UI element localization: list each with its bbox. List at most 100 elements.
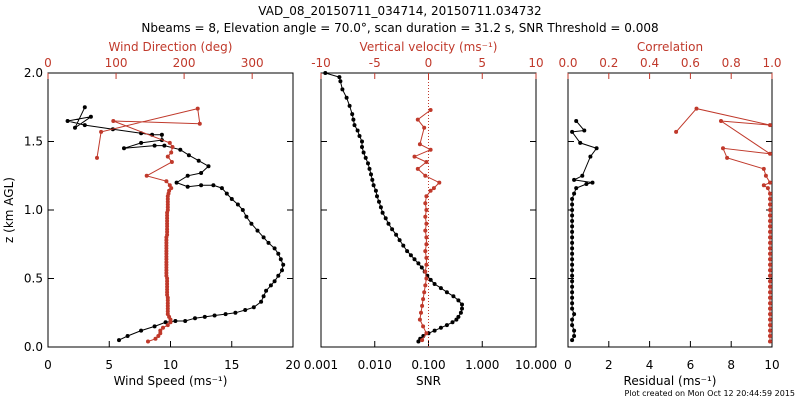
plot-timestamp: Plot created on Mon Oct 12 20:44:59 2015: [625, 389, 795, 398]
data-point: [674, 129, 679, 134]
data-point: [570, 129, 575, 134]
data-point: [350, 112, 355, 117]
top-tick-label: 0.0: [558, 56, 577, 70]
data-point: [768, 268, 772, 273]
data-point: [164, 260, 169, 265]
series-line: [413, 109, 441, 341]
data-point: [570, 229, 575, 234]
data-point: [401, 243, 406, 248]
data-point: [347, 103, 352, 108]
data-point: [355, 128, 360, 133]
data-point: [383, 216, 388, 221]
data-point: [424, 255, 429, 260]
data-point: [768, 301, 772, 306]
data-point: [570, 235, 575, 240]
data-point: [570, 284, 575, 289]
data-point: [199, 183, 204, 188]
data-point: [768, 279, 772, 284]
top-axis-label: Wind Direction (deg): [109, 40, 233, 54]
data-point: [360, 145, 364, 149]
series-line: [571, 120, 598, 341]
data-point: [417, 317, 422, 322]
data-point: [152, 143, 157, 148]
data-point: [768, 213, 772, 218]
data-point: [165, 154, 170, 159]
data-point: [584, 182, 589, 186]
data-point: [367, 166, 372, 171]
data-point: [768, 317, 772, 322]
data-point: [572, 312, 577, 317]
data-point: [165, 219, 170, 223]
data-point: [768, 257, 772, 262]
data-point: [281, 262, 286, 267]
x-tick-label: 20: [285, 358, 300, 372]
x-tick-label: 0: [44, 358, 52, 372]
x-tick-label: 10: [163, 358, 178, 372]
data-point: [725, 155, 730, 160]
data-point: [570, 262, 575, 267]
data-point: [164, 268, 169, 273]
data-point: [421, 324, 426, 329]
data-point: [570, 301, 575, 306]
x-tick-label: 15: [224, 358, 239, 372]
y-tick-label: 1.5: [24, 135, 43, 149]
data-point: [421, 297, 426, 302]
data-point: [161, 325, 165, 330]
data-point: [183, 319, 188, 323]
y-tick-label: 1.0: [24, 203, 43, 217]
data-point: [437, 180, 442, 185]
data-point: [139, 328, 144, 333]
y-tick-label: 0.0: [24, 340, 43, 354]
data-point: [768, 202, 772, 207]
y-tick-label: 0.5: [24, 272, 43, 286]
data-point: [165, 301, 170, 306]
data-point: [165, 227, 170, 232]
data-point: [570, 208, 575, 212]
x-tick-label: 10: [764, 358, 779, 372]
data-point: [111, 119, 116, 123]
data-point: [323, 71, 328, 75]
x-tick-label: 8: [727, 358, 735, 372]
data-point: [570, 246, 575, 251]
data-point: [268, 283, 273, 288]
data-point: [580, 173, 585, 178]
data-point: [340, 87, 345, 92]
data-point: [768, 197, 772, 201]
plot-frame: [567, 72, 773, 348]
top-tick-label: 10: [528, 56, 543, 70]
data-point: [594, 146, 599, 151]
data-point: [165, 309, 170, 314]
data-point: [570, 202, 575, 207]
data-point: [460, 306, 464, 311]
data-point: [768, 273, 772, 278]
data-point: [768, 219, 772, 223]
data-point: [224, 191, 229, 196]
data-point: [768, 284, 772, 289]
data-point: [199, 171, 204, 175]
data-point: [165, 205, 170, 210]
data-point: [165, 199, 170, 204]
data-point: [423, 269, 428, 274]
data-point: [219, 186, 224, 191]
data-point: [768, 262, 772, 267]
data-point: [122, 146, 126, 151]
x-tick-label: 4: [646, 358, 654, 372]
data-point: [173, 319, 178, 323]
data-point: [370, 177, 375, 182]
data-point: [719, 119, 723, 123]
data-point: [428, 108, 433, 112]
data-point: [768, 208, 772, 212]
top-tick-label: 0: [425, 56, 433, 70]
data-point: [423, 214, 428, 219]
data-point: [588, 154, 593, 159]
data-point: [165, 323, 170, 328]
data-point: [417, 142, 422, 147]
data-point: [424, 208, 429, 212]
data-point: [278, 257, 283, 262]
x-axis-label: SNR: [416, 374, 441, 388]
data-point: [229, 197, 234, 201]
data-point: [768, 123, 772, 128]
data-point: [272, 246, 277, 251]
y-tick-label: 2.0: [24, 66, 43, 80]
data-point: [415, 166, 420, 171]
